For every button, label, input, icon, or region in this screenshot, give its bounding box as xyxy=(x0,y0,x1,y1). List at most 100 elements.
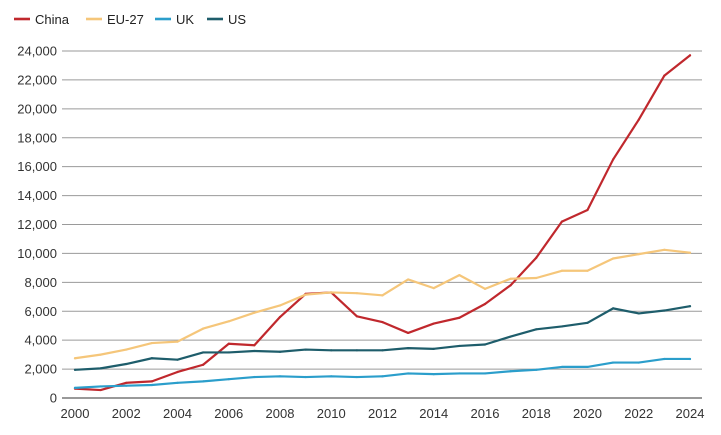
y-tick-label: 2,000 xyxy=(24,362,57,377)
data-point xyxy=(227,378,230,381)
series-us xyxy=(73,305,692,371)
data-point xyxy=(612,257,615,260)
data-point xyxy=(458,316,461,319)
data-point xyxy=(125,362,128,366)
data-point xyxy=(637,312,640,315)
data-point xyxy=(663,309,666,312)
data-point xyxy=(483,343,487,346)
data-point xyxy=(560,220,563,223)
data-point xyxy=(176,358,179,361)
x-tick-label: 2014 xyxy=(419,406,448,421)
data-point xyxy=(586,208,589,212)
data-point xyxy=(304,375,307,379)
x-tick-label: 2006 xyxy=(214,406,243,421)
x-tick-label: 2024 xyxy=(676,406,705,421)
data-point xyxy=(637,253,640,256)
data-point xyxy=(483,302,487,306)
data-point xyxy=(125,384,128,387)
data-point xyxy=(176,370,179,374)
data-point xyxy=(663,74,666,77)
series-uk xyxy=(73,357,692,389)
data-point xyxy=(99,385,102,388)
data-point xyxy=(202,363,205,366)
data-point xyxy=(278,375,282,378)
x-tick-label: 2020 xyxy=(573,406,602,421)
x-tick-label: 2008 xyxy=(266,406,295,421)
data-point xyxy=(586,269,589,272)
legend-label: China xyxy=(35,12,70,27)
data-point xyxy=(202,380,205,383)
x-tick-label: 2002 xyxy=(112,406,141,421)
data-point xyxy=(227,320,230,323)
data-point xyxy=(355,315,358,318)
y-tick-label: 22,000 xyxy=(17,72,57,87)
data-point xyxy=(278,350,282,353)
data-point xyxy=(432,322,435,325)
data-point xyxy=(176,340,179,343)
data-point xyxy=(612,361,615,364)
data-point xyxy=(150,341,153,345)
data-point xyxy=(355,292,358,295)
data-point xyxy=(278,315,282,319)
series-line xyxy=(73,248,692,360)
series-eu-27 xyxy=(73,248,692,360)
y-tick-label: 16,000 xyxy=(17,159,57,174)
data-point xyxy=(381,294,384,297)
data-point xyxy=(150,357,153,360)
series-china xyxy=(73,54,692,392)
legend-item: UK xyxy=(155,12,194,27)
y-tick-label: 18,000 xyxy=(17,130,57,145)
data-point xyxy=(407,331,410,335)
data-point xyxy=(432,287,435,290)
data-point xyxy=(253,311,256,314)
data-point xyxy=(432,373,435,376)
legend-label: US xyxy=(228,12,246,27)
data-point xyxy=(458,344,461,348)
data-point xyxy=(150,380,153,383)
data-point xyxy=(586,365,589,369)
data-point xyxy=(202,351,205,354)
data-point xyxy=(73,368,77,371)
data-point xyxy=(381,375,384,378)
data-point xyxy=(73,386,77,389)
data-point xyxy=(458,372,461,375)
data-point xyxy=(535,276,538,280)
series-line xyxy=(73,305,692,371)
data-point xyxy=(253,375,256,379)
data-point xyxy=(227,342,230,345)
data-point xyxy=(253,344,256,347)
y-axis-tick-labels: 0 2,000 4,000 6,000 8,000 10,000 12,000 14,000 1… xyxy=(17,44,57,406)
data-point xyxy=(688,357,692,361)
y-tick-label: 8,000 xyxy=(24,275,57,290)
y-tick-label: 4,000 xyxy=(24,333,57,348)
data-point xyxy=(330,375,333,378)
data-point xyxy=(612,307,615,310)
x-axis-tick-labels: 2000 2002 2004 2006 2008 2010 2012 2014 2016 2018… xyxy=(61,406,705,421)
data-point xyxy=(509,370,512,373)
data-point xyxy=(535,368,538,371)
legend-item: China xyxy=(14,12,70,27)
data-point xyxy=(483,287,487,290)
data-point xyxy=(432,347,435,350)
chart-legend: China EU-27 UK US xyxy=(14,12,246,27)
data-point xyxy=(381,349,384,352)
data-point xyxy=(99,367,102,370)
data-point xyxy=(688,54,692,57)
y-gridlines xyxy=(62,50,702,370)
data-point xyxy=(637,361,640,364)
data-point xyxy=(150,383,153,387)
y-tick-label: 20,000 xyxy=(17,101,57,116)
data-point xyxy=(330,349,333,352)
data-point xyxy=(304,348,307,351)
data-point xyxy=(560,365,563,369)
data-point xyxy=(509,284,512,287)
data-point xyxy=(407,278,410,281)
chart-series xyxy=(73,54,692,392)
y-tick-label: 0 xyxy=(50,391,57,406)
data-point xyxy=(355,375,358,379)
data-point xyxy=(99,353,102,356)
data-point xyxy=(304,293,307,296)
data-point xyxy=(73,357,77,360)
x-tick-label: 2000 xyxy=(61,406,90,421)
